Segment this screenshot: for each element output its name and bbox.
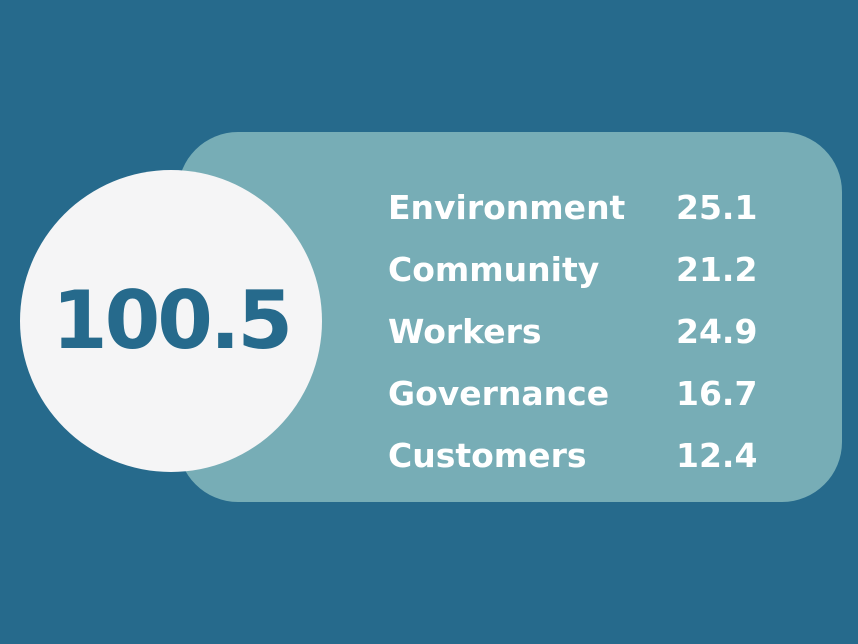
category-value: 16.7 — [676, 373, 758, 413]
category-value: 24.9 — [676, 311, 758, 351]
category-row-environment: Environment 25.1 — [388, 176, 788, 238]
category-row-workers: Workers 24.9 — [388, 300, 788, 362]
total-score-value: 100.5 — [51, 274, 293, 367]
total-score-circle: 100.5 — [20, 170, 322, 472]
category-row-community: Community 21.2 — [388, 238, 788, 300]
category-label: Environment — [388, 187, 626, 227]
category-label: Customers — [388, 435, 587, 475]
category-label: Community — [388, 249, 600, 289]
category-label: Governance — [388, 373, 610, 413]
category-row-customers: Customers 12.4 — [388, 424, 788, 486]
category-row-governance: Governance 16.7 — [388, 362, 788, 424]
category-value: 12.4 — [676, 435, 758, 475]
category-value: 25.1 — [676, 187, 758, 227]
category-label: Workers — [388, 311, 542, 351]
category-list: Environment 25.1 Community 21.2 Workers … — [388, 176, 788, 486]
category-value: 21.2 — [676, 249, 758, 289]
